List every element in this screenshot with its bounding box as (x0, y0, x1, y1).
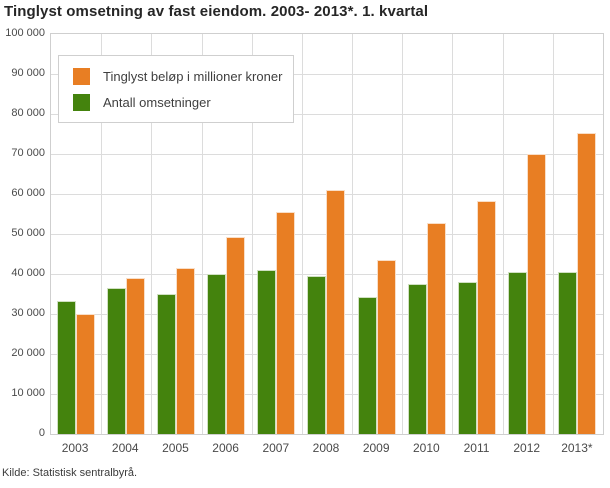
v-gridline (251, 34, 253, 434)
x-tick-label: 2005 (162, 441, 189, 455)
bar-2012 (508, 272, 528, 434)
bar-2007 (257, 269, 277, 434)
h-gridline (51, 74, 603, 75)
bar-2013* (558, 272, 578, 434)
bar-2004 (106, 288, 126, 434)
x-tick-label: 2006 (212, 441, 239, 455)
y-tick-label: 100 000 (5, 27, 45, 39)
x-tick-label: 2009 (362, 441, 390, 455)
bar-2003 (56, 301, 76, 434)
y-tick-label: 70 000 (11, 147, 45, 159)
bar-2010 (407, 284, 427, 434)
plot-area (50, 33, 604, 435)
bar-2012 (527, 154, 547, 434)
legend-item: Antall omsetninger (59, 89, 293, 115)
bar-2007 (276, 212, 296, 434)
v-gridline (151, 34, 153, 434)
x-tick-label: 2008 (312, 441, 340, 455)
bar-2011 (476, 201, 496, 434)
y-tick-label: 80 000 (11, 107, 45, 119)
bar-2013* (577, 133, 597, 434)
v-gridline (552, 34, 554, 434)
bar-2006 (226, 237, 246, 434)
bar-2006 (207, 274, 227, 434)
v-gridline (502, 34, 504, 434)
source-note: Kilde: Statistisk sentralbyrå. (2, 467, 138, 479)
v-gridline (301, 34, 303, 434)
bar-2008 (326, 189, 346, 434)
x-tick-label: 2004 (111, 441, 139, 455)
x-tick-label: 2013* (561, 441, 593, 455)
x-tick-label: 2003 (61, 441, 89, 455)
x-tick-label: 2010 (413, 441, 440, 455)
y-tick-label: 90 000 (11, 67, 45, 79)
bar-2003 (75, 314, 95, 434)
x-tick-label: 2011 (463, 441, 490, 455)
y-tick-label: 0 (38, 427, 45, 439)
v-gridline (402, 34, 404, 434)
v-gridline (352, 34, 354, 434)
y-tick-label: 20 000 (11, 347, 45, 359)
y-tick-label: 40 000 (11, 267, 45, 279)
v-gridline (101, 34, 103, 434)
v-gridline (452, 34, 454, 434)
x-tick-label: 2012 (513, 441, 541, 455)
legend-label: Tinglyst beløp i millioner kroner (103, 68, 283, 84)
legend-swatch (73, 93, 90, 111)
v-gridline (201, 34, 203, 434)
chart-title: Tinglyst omsetning av fast eiendom. 2003… (4, 3, 429, 20)
bar-2011 (457, 282, 477, 434)
y-tick-label: 60 000 (11, 187, 45, 199)
h-gridline (51, 114, 603, 115)
legend-item: Tinglyst beløp i millioner kroner (59, 63, 293, 89)
legend: Tinglyst beløp i millioner kroner Antall … (58, 55, 294, 123)
y-tick-label: 30 000 (11, 307, 45, 319)
y-tick-label: 50 000 (11, 227, 45, 239)
bar-2009 (376, 259, 396, 434)
bar-2008 (307, 276, 327, 434)
bar-2010 (426, 222, 446, 434)
h-gridline (51, 154, 603, 155)
bar-2009 (357, 297, 377, 434)
y-tick-label: 10 000 (11, 387, 45, 399)
bar-2005 (175, 268, 195, 434)
bar-2004 (125, 278, 145, 434)
legend-label: Antall omsetninger (103, 94, 211, 110)
x-tick-label: 2007 (262, 441, 290, 455)
legend-swatch (73, 67, 90, 85)
bar-2005 (156, 294, 176, 434)
